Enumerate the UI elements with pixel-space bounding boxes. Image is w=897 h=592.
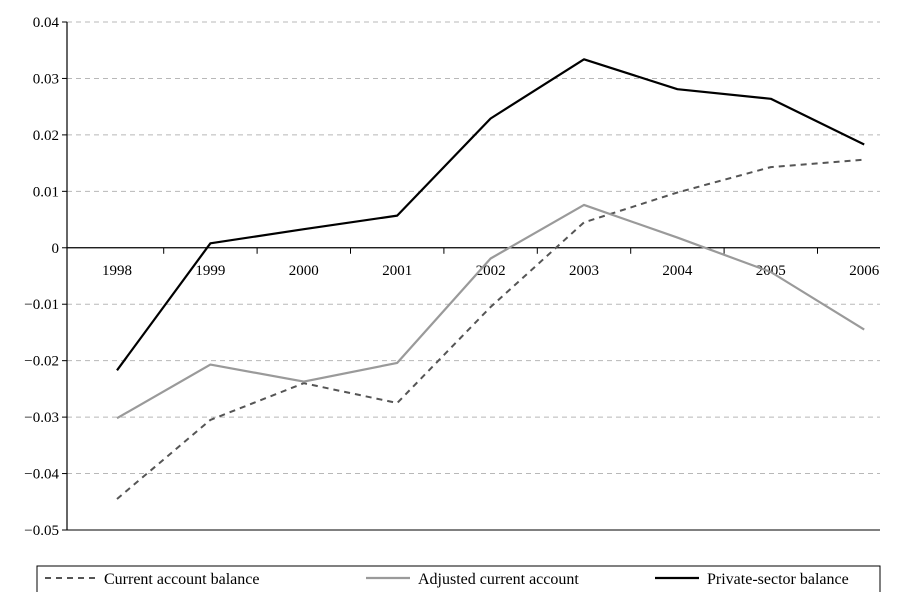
y-tick-label: 0.04: [33, 15, 60, 31]
legend-box: [36, 565, 881, 592]
legend-label: Current account balance: [104, 571, 259, 588]
x-tick-label: 1999: [195, 263, 225, 279]
series-line-private-sector-balance: [116, 58, 865, 371]
y-tick-label: −0.02: [24, 354, 59, 370]
legend: Current account balance Adjusted current …: [36, 565, 881, 592]
legend-label: Adjusted current account: [418, 571, 579, 588]
y-tick-label: 0: [52, 241, 60, 257]
x-tick-label: 2005: [756, 263, 786, 279]
x-tick-label: 2000: [289, 263, 319, 279]
x-tick-label: 2001: [382, 263, 412, 279]
series-lines: [116, 58, 865, 500]
legend-label: Private-sector balance: [707, 571, 849, 588]
y-tick-label: 0.01: [33, 184, 59, 200]
y-tick-label: 0.02: [33, 128, 59, 144]
y-tick-label: 0.03: [33, 71, 59, 87]
x-tick-label: 2003: [569, 263, 599, 279]
y-tick-label: −0.01: [24, 297, 59, 313]
y-tick-label: −0.04: [24, 467, 59, 483]
series-line-current-account-balance: [116, 158, 865, 500]
series-line-adjusted-current-account: [116, 203, 865, 420]
x-tick-label: 1998: [102, 263, 132, 279]
axes: 0.04 0.03 0.02 0.01 0 −0.01 −0.02 −0.03 −0.04 −0.…: [24, 15, 880, 539]
x-tick-label: 2006: [849, 263, 880, 279]
y-tick-label: −0.05: [24, 523, 59, 539]
x-tick-label: 2004: [662, 263, 693, 279]
y-tick-label: −0.03: [24, 410, 59, 426]
